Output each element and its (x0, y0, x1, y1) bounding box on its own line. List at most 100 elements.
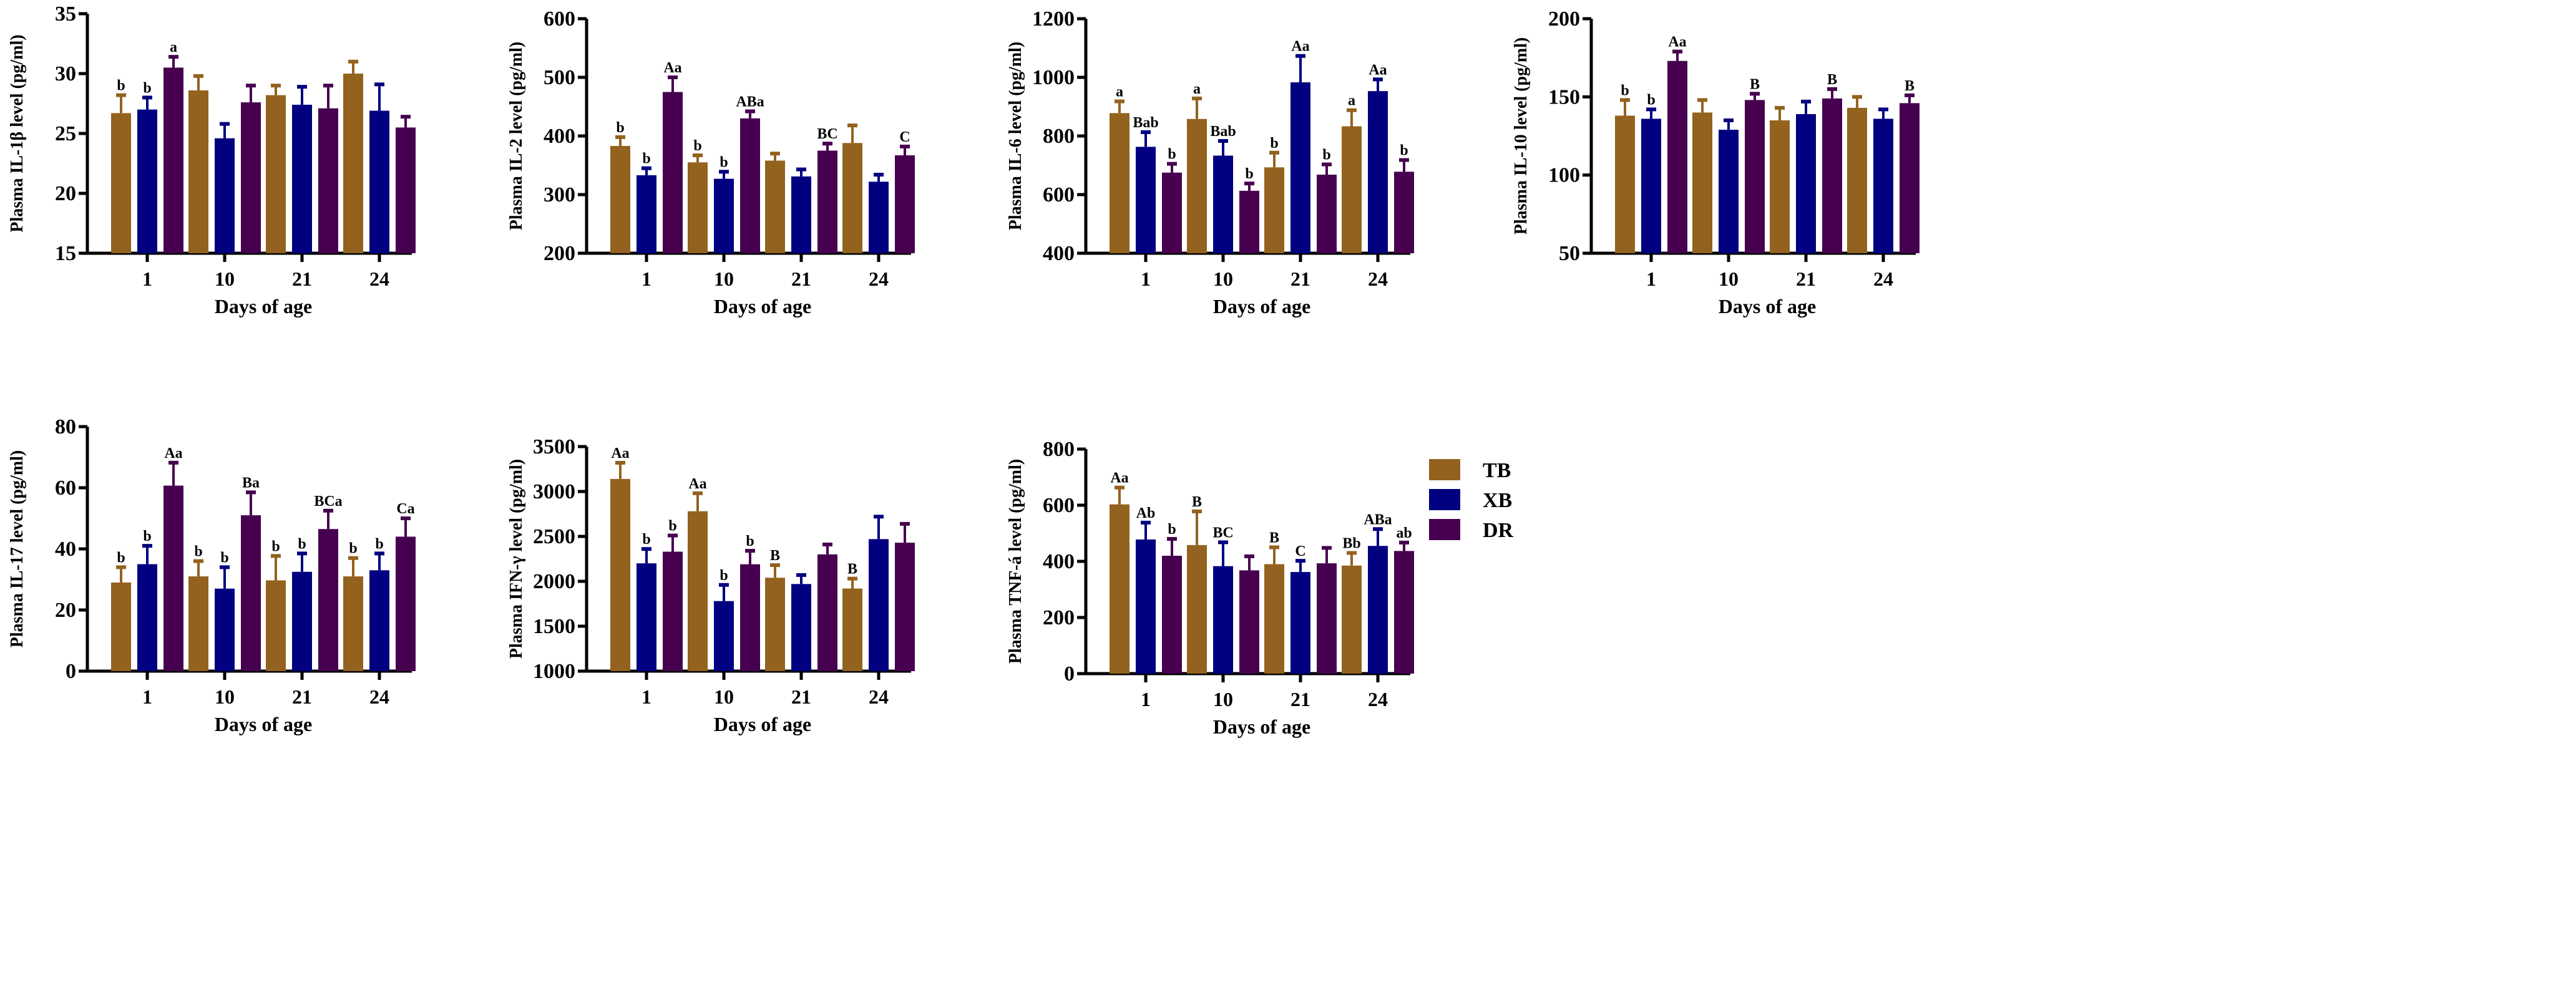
y-axis-title: Plasma IL-2 level (pg/ml) (507, 42, 526, 231)
bar-dr (241, 102, 261, 253)
bar-xb (791, 176, 811, 253)
significance-label: b (349, 541, 357, 557)
y-tick-label: 40 (55, 538, 76, 561)
x-tick-label: 24 (1368, 268, 1388, 290)
bar-xb (791, 584, 811, 671)
y-tick-label: 200 (1548, 7, 1580, 31)
x-tick-label: 1 (142, 685, 152, 708)
x-axis-title: Days of age (714, 713, 811, 735)
bar-tb (1692, 112, 1712, 253)
bar-xb (369, 110, 389, 253)
bar-tb (1264, 564, 1284, 674)
bar-tb (1342, 565, 1362, 674)
y-tick-label: 600 (1043, 183, 1075, 206)
bar-dr (1239, 190, 1259, 253)
x-axis-title: Days of age (1213, 715, 1310, 738)
significance-label: C (899, 129, 910, 145)
significance-label: b (1168, 521, 1176, 538)
y-tick-label: 0 (1064, 662, 1075, 685)
chart-panel: 50 100 150 200 1 b b Aa 10 B 21 B 24 B Days of age Plas… (1511, 7, 1920, 317)
significance-label: b (220, 550, 228, 566)
significance-label: a (1116, 84, 1123, 100)
bar-xb (869, 182, 889, 253)
x-tick-label: 1 (1141, 268, 1151, 290)
bar-dr (1317, 563, 1337, 674)
bar-xb (369, 570, 389, 671)
x-tick-label: 21 (1290, 688, 1310, 710)
x-axis-title: Days of age (215, 295, 312, 317)
significance-label: Ab (1136, 505, 1156, 521)
legend: TB XB DR (1429, 459, 1514, 542)
x-tick-label: 24 (869, 268, 889, 290)
bar-xb (1136, 147, 1156, 253)
significance-label: BC (817, 126, 837, 142)
y-axis-title: Plasma IL-10 level (pg/ml) (1511, 37, 1531, 235)
significance-label: b (668, 518, 676, 535)
chart-panel: 200 300 400 500 600 1 b b Aa 10 b b ABa 21 BC 24 C Days o… (507, 7, 915, 317)
y-tick-label: 300 (544, 183, 575, 206)
y-tick-label: 800 (1043, 125, 1075, 148)
x-axis-title: Days of age (215, 713, 312, 735)
significance-label: b (720, 568, 728, 584)
significance-label: a (170, 39, 177, 56)
y-tick-label: 600 (1043, 494, 1075, 517)
bar-dr (1394, 172, 1414, 253)
significance-label: Bab (1133, 115, 1158, 131)
significance-label: C (1295, 543, 1305, 559)
legend-swatch-xb (1429, 489, 1460, 510)
y-tick-label: 3500 (533, 435, 575, 458)
y-tick-label: 2000 (533, 570, 575, 593)
y-tick-label: 1000 (1032, 66, 1075, 89)
y-tick-label: 400 (1043, 550, 1075, 573)
bar-dr (1162, 556, 1182, 674)
bar-xb (637, 563, 656, 671)
bar-tb (610, 478, 630, 671)
bar-xb (1290, 82, 1310, 254)
bar-tb (188, 90, 208, 253)
significance-label: Aa (611, 445, 629, 462)
legend-swatch-dr (1429, 519, 1460, 540)
bar-xb (1213, 155, 1233, 253)
bar-dr (1745, 100, 1765, 253)
chart-panel: 1000 1500 2000 2500 3000 3500 1 Aa b b 10 Aa b b 21 B 24… (507, 435, 915, 735)
y-tick-label: 400 (544, 125, 575, 148)
x-tick-label: 21 (791, 685, 811, 708)
bar-dr (241, 515, 261, 671)
y-axis-title: Plasma IFN-γ level (pg/ml) (507, 459, 526, 659)
significance-label: b (693, 138, 701, 154)
bar-xb (714, 601, 734, 671)
bar-dr (817, 150, 837, 253)
bar-tb (111, 582, 131, 671)
bar-tb (343, 74, 363, 253)
bar-dr (1667, 61, 1687, 254)
significance-label: b (642, 151, 650, 167)
bar-xb (1213, 566, 1233, 674)
significance-label: b (271, 538, 280, 554)
bar-xb (215, 588, 235, 671)
significance-label: a (1193, 81, 1201, 97)
x-tick-label: 1 (142, 268, 152, 290)
y-tick-label: 50 (1559, 242, 1580, 265)
bar-tb (1615, 115, 1635, 253)
y-tick-label: 20 (55, 599, 76, 622)
bar-xb (1796, 114, 1816, 253)
significance-label: Aa (688, 476, 706, 492)
significance-label: b (1168, 147, 1176, 163)
significance-label: b (1270, 135, 1278, 152)
bar-tb (1847, 107, 1867, 253)
bar-tb (1187, 119, 1207, 253)
significance-label: Aa (1291, 39, 1309, 55)
x-tick-label: 24 (869, 685, 889, 708)
x-axis-title: Days of age (714, 295, 811, 317)
y-tick-label: 0 (66, 660, 76, 683)
bar-dr (318, 529, 338, 671)
significance-label: b (143, 80, 151, 96)
x-tick-label: 10 (1719, 268, 1739, 290)
bar-xb (292, 104, 312, 253)
bar-dr (396, 127, 416, 253)
bar-dr (318, 108, 338, 253)
legend-label: DR (1483, 519, 1514, 542)
x-tick-label: 24 (369, 268, 389, 290)
y-tick-label: 2500 (533, 525, 575, 548)
